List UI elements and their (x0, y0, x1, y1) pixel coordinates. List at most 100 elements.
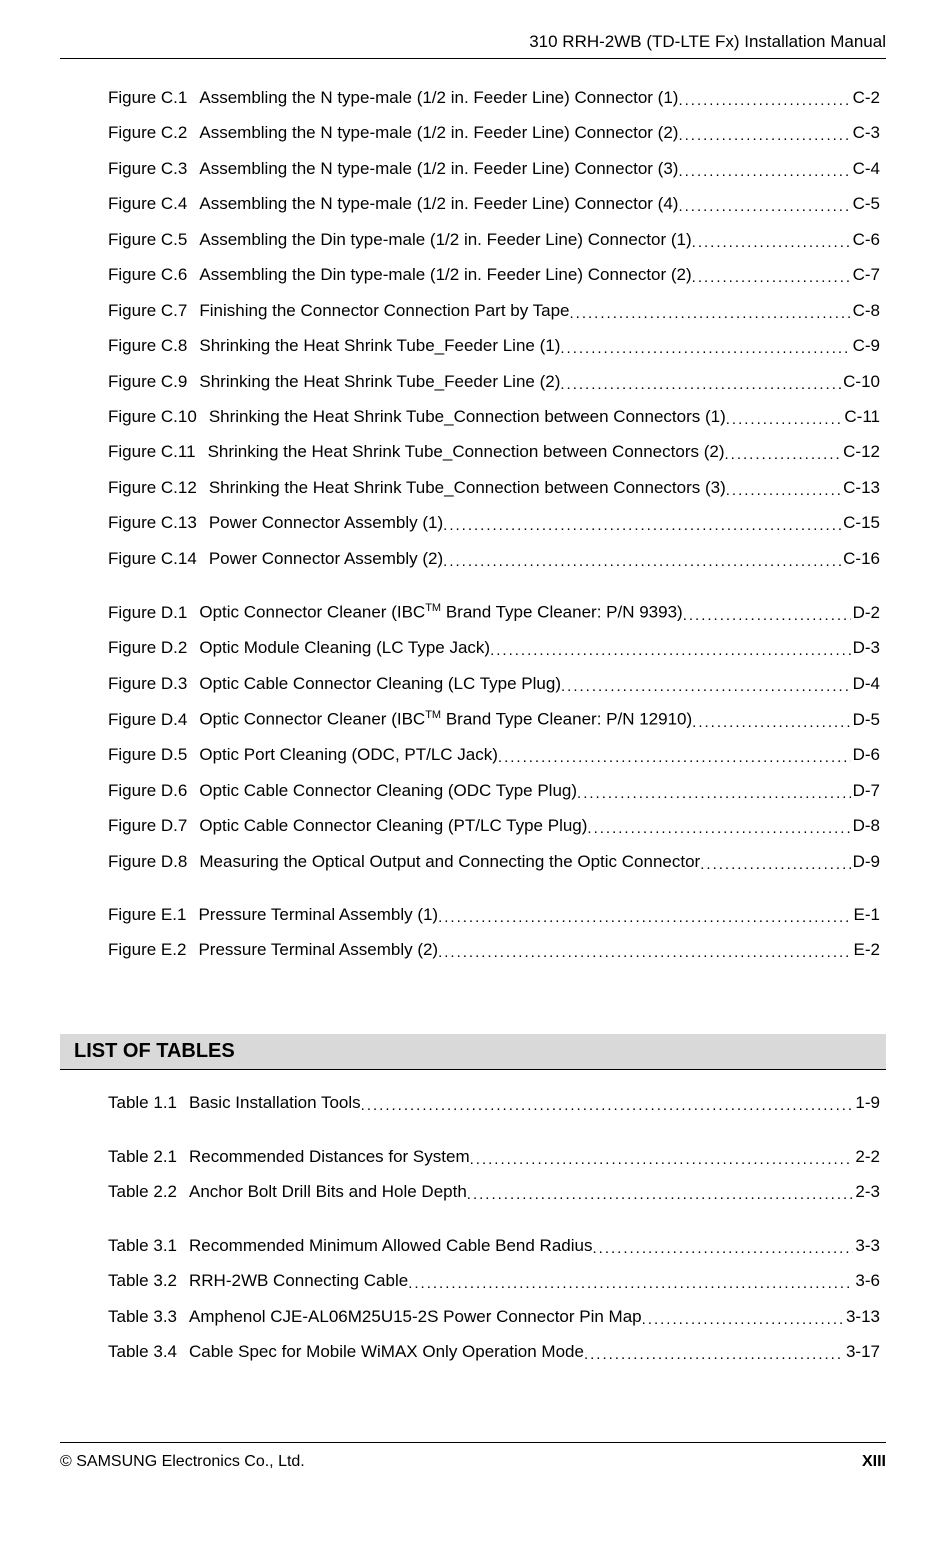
toc-leader-dots (361, 1096, 854, 1116)
toc-entry: Figure D.1Optic Connector Cleaner (IBCTM… (108, 601, 880, 625)
toc-entry-page: 1-9 (853, 1092, 880, 1115)
toc-entry-label: Figure C.1 (108, 87, 199, 110)
toc-entry-label: Figure C.12 (108, 477, 209, 500)
toc-entry-title: Optic Cable Connector Cleaning (ODC Type… (199, 780, 577, 803)
toc-entry-title: Pressure Terminal Assembly (2) (198, 939, 438, 962)
toc-leader-dots (438, 908, 851, 928)
toc-leader-dots (584, 1345, 844, 1365)
toc-leader-dots (498, 748, 851, 768)
toc-entry: Figure C.12Shrinking the Heat Shrink Tub… (108, 477, 880, 500)
toc-entry-page: 2-3 (853, 1181, 880, 1204)
toc-entry-page: 3-13 (844, 1306, 880, 1329)
toc-entry: Table 1.1Basic Installation Tools1-9 (108, 1092, 880, 1115)
page-footer: © SAMSUNG Electronics Co., Ltd. XIII (60, 1442, 886, 1471)
toc-entry: Table 3.1Recommended Minimum Allowed Cab… (108, 1235, 880, 1258)
toc-entry-page: C-11 (842, 406, 880, 429)
toc-entry-title: Power Connector Assembly (2) (209, 548, 443, 571)
toc-entry: Figure C.7Finishing the Connector Connec… (108, 300, 880, 323)
toc-entry-page: 3-3 (853, 1235, 880, 1258)
toc-entry-label: Figure C.8 (108, 335, 199, 358)
toc-entry: Figure C.1Assembling the N type-male (1/… (108, 87, 880, 110)
toc-entry: Figure C.10Shrinking the Heat Shrink Tub… (108, 406, 880, 429)
toc-entry-title: Measuring the Optical Output and Connect… (199, 851, 700, 874)
toc-entry-page: C-13 (841, 477, 880, 500)
toc-entry-page: C-7 (851, 264, 880, 287)
toc-leader-dots (724, 445, 841, 465)
toc-leader-dots (678, 162, 850, 182)
toc-entry: Figure C.9Shrinking the Heat Shrink Tube… (108, 371, 880, 394)
document-title: 310 RRH-2WB (TD-LTE Fx) Installation Man… (529, 32, 886, 51)
toc-entry-label: Table 2.1 (108, 1146, 189, 1169)
toc-leader-dots (592, 1239, 853, 1259)
toc-entry-label: Figure C.9 (108, 371, 199, 394)
toc-entry-page: C-12 (841, 441, 880, 464)
toc-entry-page: C-9 (851, 335, 880, 358)
toc-leader-dots (683, 606, 851, 626)
figures-d-block: Figure D.1Optic Connector Cleaner (IBCTM… (60, 601, 886, 873)
toc-entry: Figure C.3Assembling the N type-male (1/… (108, 158, 880, 181)
toc-leader-dots (438, 943, 851, 963)
toc-entry-page: D-8 (851, 815, 880, 838)
toc-entry-page: C-4 (851, 158, 880, 181)
toc-entry: Figure D.3Optic Cable Connector Cleaning… (108, 673, 880, 696)
toc-entry-title: Shrinking the Heat Shrink Tube_Feeder Li… (199, 335, 560, 358)
toc-entry-label: Figure D.2 (108, 637, 199, 660)
toc-entry-title: Optic Port Cleaning (ODC, PT/LC Jack) (199, 744, 498, 767)
toc-entry-label: Figure C.7 (108, 300, 199, 323)
toc-leader-dots (490, 641, 851, 661)
toc-leader-dots (560, 375, 841, 395)
list-of-tables-heading: LIST OF TABLES (60, 1034, 886, 1070)
toc-entry-label: Figure D.3 (108, 673, 199, 696)
toc-entry-title: Assembling the N type-male (1/2 in. Feed… (199, 193, 678, 216)
toc-leader-dots (467, 1185, 854, 1205)
toc-entry-label: Figure C.11 (108, 441, 208, 464)
toc-entry-label: Figure D.4 (108, 709, 199, 732)
toc-entry-label: Figure E.2 (108, 939, 198, 962)
toc-entry-page: D-3 (851, 637, 880, 660)
toc-entry-page: D-9 (851, 851, 880, 874)
toc-entry-label: Table 3.3 (108, 1306, 189, 1329)
toc-leader-dots (408, 1274, 853, 1294)
toc-entry-label: Table 3.1 (108, 1235, 189, 1258)
toc-entry: Figure E.2Pressure Terminal Assembly (2)… (108, 939, 880, 962)
toc-entry-page: 3-17 (844, 1341, 880, 1364)
toc-leader-dots (700, 855, 850, 875)
toc-entry-title: Power Connector Assembly (1) (209, 512, 443, 535)
toc-entry-title: Shrinking the Heat Shrink Tube_Connectio… (209, 477, 726, 500)
toc-leader-dots (570, 304, 851, 324)
toc-entry-title: Assembling the Din type-male (1/2 in. Fe… (199, 229, 691, 252)
toc-leader-dots (587, 819, 850, 839)
toc-entry: Figure D.6Optic Cable Connector Cleaning… (108, 780, 880, 803)
figures-e-block: Figure E.1Pressure Terminal Assembly (1)… (60, 904, 886, 962)
toc-entry-title: Recommended Minimum Allowed Cable Bend R… (189, 1235, 592, 1258)
toc-entry: Figure C.8Shrinking the Heat Shrink Tube… (108, 335, 880, 358)
toc-leader-dots (678, 91, 850, 111)
toc-entry-title: Finishing the Connector Connection Part … (199, 300, 569, 323)
toc-entry-page: 2-2 (853, 1146, 880, 1169)
toc-entry: Figure D.8Measuring the Optical Output a… (108, 851, 880, 874)
toc-entry-page: C-6 (851, 229, 880, 252)
toc-entry-page: C-2 (851, 87, 880, 110)
toc-entry: Figure D.7Optic Cable Connector Cleaning… (108, 815, 880, 838)
toc-entry-label: Figure C.14 (108, 548, 209, 571)
toc-entry-label: Figure C.6 (108, 264, 199, 287)
toc-entry-page: 3-6 (853, 1270, 880, 1293)
toc-leader-dots (692, 268, 851, 288)
toc-entry-label: Figure C.13 (108, 512, 209, 535)
toc-leader-dots (692, 713, 850, 733)
toc-leader-dots (560, 339, 850, 359)
tables-1-block: Table 1.1Basic Installation Tools1-9 (60, 1092, 886, 1115)
toc-entry-title: Optic Cable Connector Cleaning (PT/LC Ty… (199, 815, 587, 838)
toc-entry-label: Figure E.1 (108, 904, 198, 927)
figures-c-block: Figure C.1 Assembling the N type-male (1/… (60, 87, 886, 571)
toc-entry: Table 3.4Cable Spec for Mobile WiMAX Onl… (108, 1341, 880, 1364)
toc-entry: Figure C.5Assembling the Din type-male (… (108, 229, 880, 252)
toc-entry-title: Optic Connector Cleaner (IBCTM Brand Typ… (199, 708, 692, 732)
toc-entry-page: D-2 (851, 602, 880, 625)
toc-entry-label: Figure C.3 (108, 158, 199, 181)
toc-entry-title: Shrinking the Heat Shrink Tube_Connectio… (208, 441, 725, 464)
toc-entry-title: Amphenol CJE-AL06M25U15-2S Power Connect… (189, 1306, 642, 1329)
toc-entry: Figure C.4Assembling the N type-male (1/… (108, 193, 880, 216)
toc-entry-title: Recommended Distances for System (189, 1146, 470, 1169)
toc-leader-dots (470, 1150, 854, 1170)
